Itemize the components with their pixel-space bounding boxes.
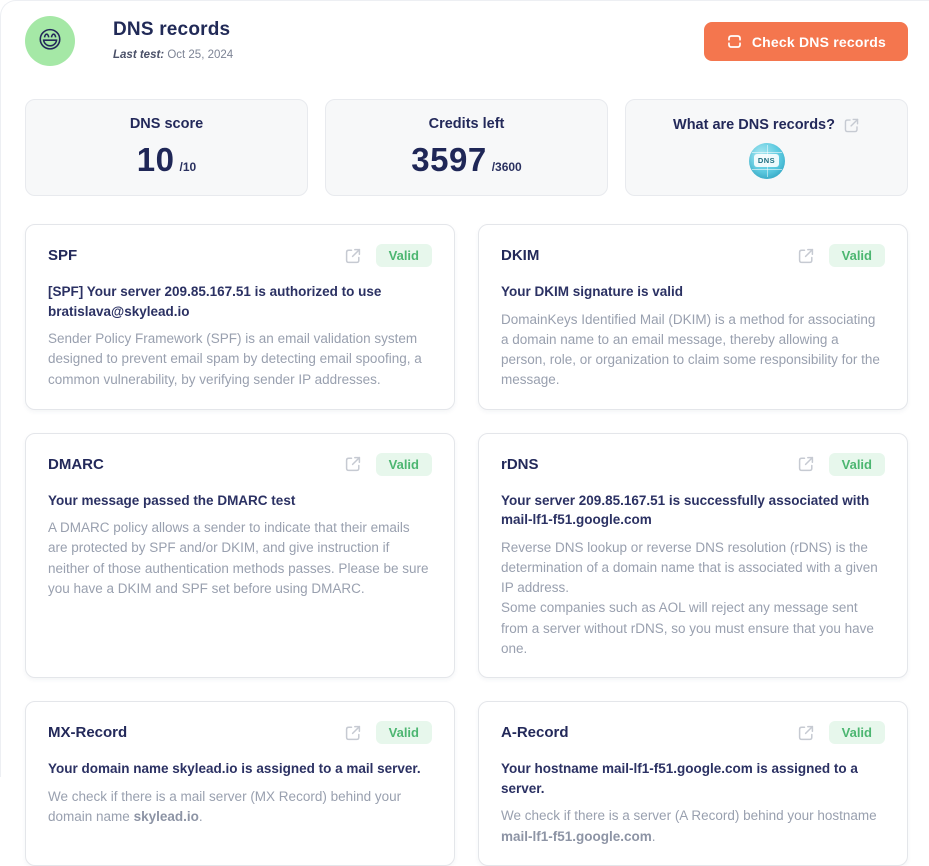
record-summary: [SPF] Your server 209.85.167.51 is autho… (48, 284, 382, 319)
record-header: A-Record Valid (501, 721, 885, 745)
record-header: DKIM Valid (501, 244, 885, 267)
what-are-dns-records-label: What are DNS records? (673, 117, 835, 133)
credits-left-total: /3600 (491, 160, 522, 174)
dns-score-card: DNS score 10 /10 (25, 99, 308, 196)
record-summary: Your message passed the DMARC test (48, 492, 296, 508)
credits-left-value-row: 3597 /3600 (411, 141, 521, 179)
record-summary: Your hostname mail-lf1-f51.google.com is… (501, 761, 858, 796)
page-title: DNS records (113, 19, 231, 40)
what-are-dns-records-label-row: What are DNS records? (673, 117, 860, 134)
credits-left-value: 3597 (411, 141, 487, 178)
record-title: DKIM (501, 247, 540, 264)
dns-score-value-row: 10 /10 (137, 141, 196, 179)
last-test-value: Oct 25, 2024 (164, 49, 234, 61)
record-description: Sender Policy Framework (SPF) is an emai… (48, 331, 422, 387)
status-badge: Valid (828, 452, 885, 476)
record-card-mx-record: MX-Record Valid Your domain name skylead… (25, 701, 455, 866)
record-summary: Your domain name skylead.io is assigned … (48, 761, 421, 777)
record-title: rDNS (501, 455, 539, 473)
record-header: MX-Record Valid (48, 721, 432, 745)
record-card-a-record: A-Record Valid Your hostname mail-lf1-f5… (478, 701, 908, 866)
description-period: . (651, 828, 656, 844)
dns-score-total: /10 (179, 160, 197, 174)
record-header: DMARC Valid (48, 452, 432, 476)
header-text: DNS records Last test: Oct 25, 2024 (113, 14, 233, 61)
record-title: MX-Record (48, 724, 128, 742)
record-actions: Valid (797, 721, 885, 745)
record-title: SPF (48, 247, 78, 264)
record-actions: Valid (797, 244, 885, 267)
external-link-icon[interactable] (797, 455, 815, 473)
record-title: DMARC (48, 455, 104, 473)
record-card-rdns: rDNS Valid Your server 209.85.167.51 is … (478, 432, 908, 679)
record-actions: Valid (344, 721, 432, 745)
description-text: We check if there is a mail server (MX R… (48, 788, 402, 824)
record-actions: Valid (797, 452, 885, 476)
description-period: . (198, 809, 203, 824)
record-summary: Your DKIM signature is valid (501, 284, 684, 299)
check-dns-records-button[interactable]: Check DNS records (703, 22, 908, 61)
check-dns-records-label: Check DNS records (751, 33, 886, 50)
record-description: Reverse DNS lookup or reverse DNS resolu… (501, 539, 878, 656)
record-actions: Valid (344, 452, 432, 476)
status-badge: Valid (375, 452, 432, 476)
record-cards-grid: SPF Valid [SPF] Your server 209.85.167.5… (25, 224, 908, 866)
record-header: rDNS Valid (501, 452, 885, 476)
scan-icon (726, 33, 743, 50)
avatar: 😄 (25, 16, 75, 66)
dns-globe-label: DNS (753, 154, 780, 167)
status-badge: Valid (375, 244, 432, 267)
record-summary: Your server 209.85.167.51 is successfull… (501, 492, 870, 528)
status-badge: Valid (828, 244, 885, 267)
page-header: 😄 DNS records Last test: Oct 25, 2024 Ch… (25, 14, 908, 66)
credits-left-label: Credits left (428, 116, 505, 132)
dns-score-value: 10 (136, 141, 175, 178)
external-link-icon[interactable] (843, 117, 860, 134)
external-link-icon[interactable] (344, 455, 362, 473)
external-link-icon[interactable] (344, 724, 362, 742)
record-description: We check if there is a server (A Record)… (501, 806, 885, 847)
description-domain: skylead.io (133, 809, 199, 824)
dns-globe-icon: DNS (748, 142, 785, 179)
external-link-icon[interactable] (344, 247, 362, 265)
status-badge: Valid (828, 721, 885, 745)
record-card-spf: SPF Valid [SPF] Your server 209.85.167.5… (25, 224, 455, 410)
external-link-icon[interactable] (797, 724, 815, 742)
description-text: We check if there is a server (A Record)… (501, 808, 877, 824)
last-test: Last test: Oct 25, 2024 (113, 49, 233, 61)
description-hostname: mail-lf1-f51.google.com (501, 828, 652, 844)
stats-row: DNS score 10 /10 Credits left 3597 /3600… (25, 99, 908, 196)
record-title: A-Record (501, 724, 569, 742)
last-test-label: Last test: (113, 49, 165, 61)
record-card-dmarc: DMARC Valid Your message passed the DMAR… (25, 432, 455, 679)
external-link-icon[interactable] (797, 247, 815, 265)
record-header: SPF Valid (48, 244, 432, 267)
dns-score-label: DNS score (129, 116, 204, 132)
record-description: DomainKeys Identified Mail (DKIM) is a m… (501, 311, 880, 388)
smiley-emoji-icon: 😄 (37, 27, 63, 54)
record-card-dkim: DKIM Valid Your DKIM signature is valid … (478, 224, 908, 410)
record-actions: Valid (344, 244, 432, 267)
status-badge: Valid (375, 721, 432, 745)
record-description: A DMARC policy allows a sender to indica… (48, 520, 429, 596)
credits-left-card: Credits left 3597 /3600 (325, 99, 608, 196)
record-description: We check if there is a mail server (MX R… (48, 787, 432, 828)
what-are-dns-records-card[interactable]: What are DNS records? DNS (625, 99, 908, 196)
